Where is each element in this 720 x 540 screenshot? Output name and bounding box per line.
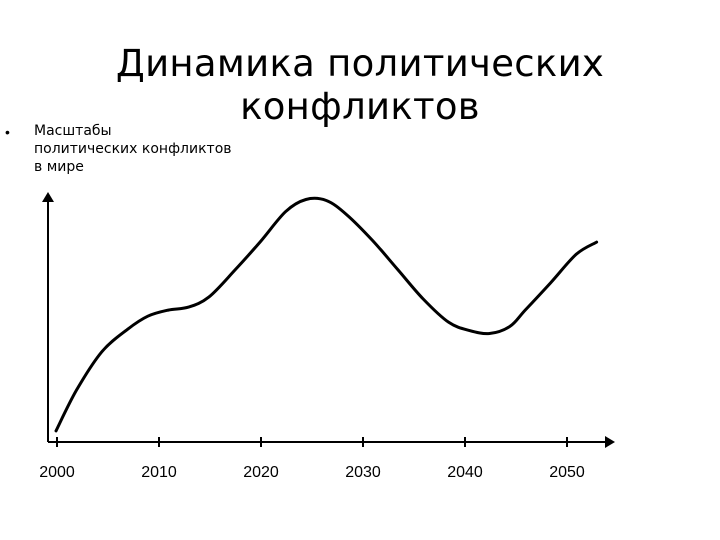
x-tick-label-2010: 2010 (141, 464, 177, 481)
x-axis-arrow-icon (605, 436, 615, 448)
series-line (54, 196, 599, 433)
y-axis-label-line-2: политических конфликтов (34, 141, 232, 157)
chart-axes (42, 192, 615, 448)
slide-title: Динамика политических конфликтов (115, 42, 605, 128)
y-axis-label-line-1: Масштабы (34, 123, 112, 139)
bullet-marker: • (5, 124, 10, 140)
x-tick-label-2040: 2040 (447, 464, 483, 481)
x-tick-label-2020: 2020 (243, 464, 279, 481)
x-tick-label-2000: 2000 (39, 464, 75, 481)
y-axis-arrow-icon (42, 192, 54, 202)
y-axis-label: Масштабы политических конфликтов в мире (34, 122, 254, 176)
y-axis-label-line-3: в мире (34, 159, 84, 175)
x-axis-tick-labels: 2000 2010 2020 2030 2040 2050 (39, 464, 585, 481)
x-axis-ticks (56, 437, 568, 447)
x-tick-label-2050: 2050 (549, 464, 585, 481)
x-tick-label-2030: 2030 (345, 464, 381, 481)
plot-area (54, 196, 599, 433)
